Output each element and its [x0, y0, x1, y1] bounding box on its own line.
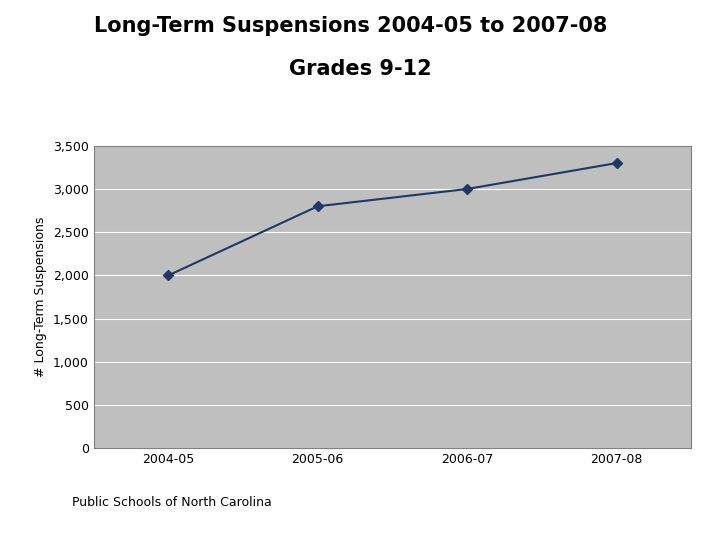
Text: Grades 9-12: Grades 9-12	[289, 59, 431, 79]
Text: Public Schools of North Carolina: Public Schools of North Carolina	[72, 496, 271, 509]
Y-axis label: # Long-Term Suspensions: # Long-Term Suspensions	[35, 217, 48, 377]
Text: Long-Term Suspensions 2004-05 to 2007-08: Long-Term Suspensions 2004-05 to 2007-08	[94, 16, 607, 36]
